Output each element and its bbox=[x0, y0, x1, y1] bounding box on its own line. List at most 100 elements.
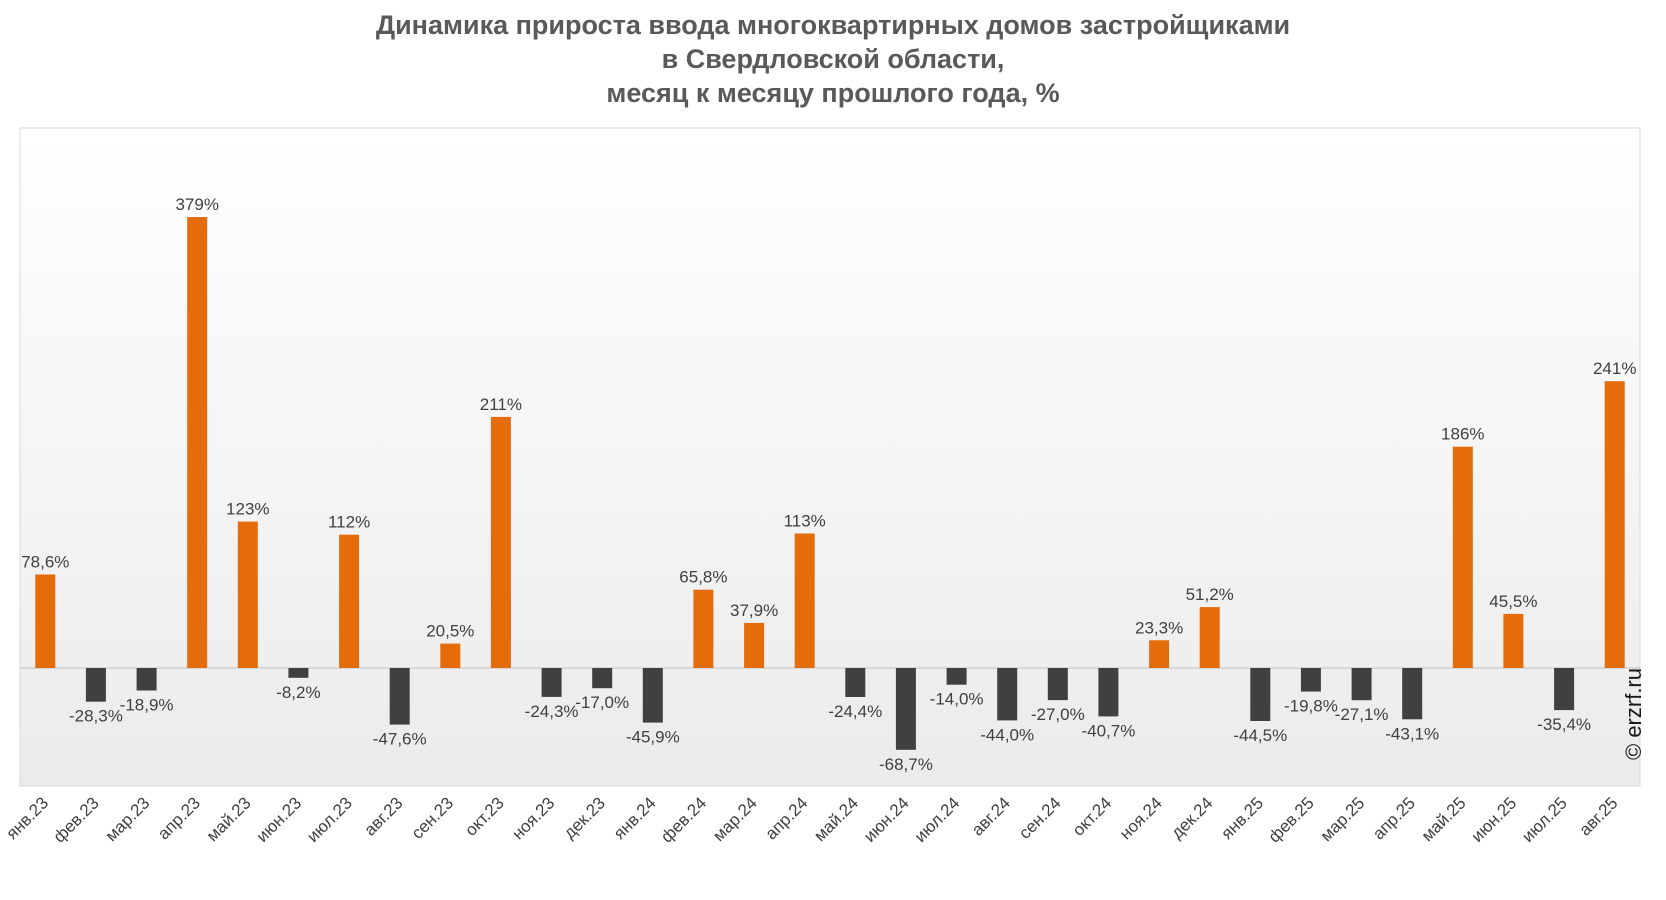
category-label-сен.24: сен.24 bbox=[1015, 793, 1064, 842]
category-label-дек.24: дек.24 bbox=[1167, 793, 1216, 842]
category-label-янв.23: янв.23 bbox=[2, 793, 52, 843]
category-label-фев.23: фев.23 bbox=[50, 793, 103, 846]
value-label-июн.24: -68,7% bbox=[879, 755, 933, 774]
value-label-янв.25: -44,5% bbox=[1233, 726, 1287, 745]
copyright-text: © erzrf.ru bbox=[1621, 668, 1646, 760]
category-label-июл.25: июл.25 bbox=[1518, 793, 1571, 846]
category-label-ноя.23: ноя.23 bbox=[508, 793, 558, 843]
category-label-мар.23: мар.23 bbox=[102, 793, 154, 845]
category-label-май.23: май.23 bbox=[203, 793, 255, 845]
chart-title-line-1: Динамика прироста ввода многоквартирных … bbox=[375, 10, 1291, 40]
category-label-янв.25: янв.25 bbox=[1217, 793, 1267, 843]
bar-фев.24 bbox=[693, 589, 714, 668]
value-labels-group: 78,6% -28,3%-18,9% 379% 123% -8,2% 112% -47,6%… bbox=[21, 195, 1636, 774]
category-label-фев.25: фев.25 bbox=[1265, 793, 1318, 846]
bar-авг.23 bbox=[389, 668, 410, 725]
category-label-мар.24: мар.24 bbox=[709, 793, 761, 845]
value-label-апр.25: -43,1% bbox=[1385, 724, 1439, 743]
bar-май.24 bbox=[845, 668, 866, 697]
bar-мар.23 bbox=[136, 668, 157, 691]
bar-дек.24 bbox=[1199, 607, 1220, 668]
category-label-июн.25: июн.25 bbox=[1468, 793, 1521, 846]
bar-дек.23 bbox=[592, 668, 613, 689]
category-label-июл.23: июл.23 bbox=[303, 793, 356, 846]
bar-авг.24 bbox=[997, 668, 1018, 721]
bar-ноя.23 bbox=[541, 668, 562, 697]
bar-chart: 78,6% -28,3%-18,9% 379% 123% -8,2% 112% -47,6%… bbox=[2, 127, 1641, 847]
bar-янв.25 bbox=[1250, 668, 1271, 721]
value-label-июл.25: -35,4% bbox=[1537, 715, 1591, 734]
bar-июн.24 bbox=[895, 668, 916, 750]
category-label-авг.23: авг.23 bbox=[360, 793, 406, 839]
chart-title-line-3: месяц к месяцу прошлого года, % bbox=[606, 78, 1060, 108]
bar-мар.25 bbox=[1351, 668, 1372, 701]
value-label-сен.24: -27,0% bbox=[1031, 705, 1085, 724]
bar-фев.25 bbox=[1300, 668, 1321, 692]
value-label-май.23: 123% bbox=[226, 500, 269, 519]
bar-май.25 bbox=[1452, 446, 1473, 668]
value-label-июл.23: 112% bbox=[328, 513, 370, 532]
plot-area bbox=[19, 127, 1641, 787]
value-label-июн.23: -8,2% bbox=[276, 683, 320, 702]
bar-сен.23 bbox=[440, 643, 461, 668]
chart-title-line-2: в Свердловской области, bbox=[661, 44, 1005, 74]
value-label-фев.25: -19,8% bbox=[1284, 697, 1338, 716]
bar-июн.25 bbox=[1503, 613, 1524, 668]
value-label-сен.23: 20,5% bbox=[426, 622, 474, 641]
value-label-окт.23: 211% bbox=[480, 395, 522, 414]
category-label-апр.25: апр.25 bbox=[1369, 793, 1419, 843]
value-label-фев.24: 65,8% bbox=[679, 568, 727, 587]
bar-окт.23 bbox=[490, 416, 511, 668]
category-label-ноя.24: ноя.24 bbox=[1116, 793, 1166, 843]
bar-ноя.24 bbox=[1149, 640, 1170, 668]
value-label-мар.23: -18,9% bbox=[120, 696, 174, 715]
bar-апр.24 bbox=[794, 533, 815, 668]
bar-июл.25 bbox=[1554, 668, 1575, 711]
category-label-мар.25: мар.25 bbox=[1317, 793, 1369, 845]
bar-май.23 bbox=[237, 521, 258, 668]
category-label-окт.24: окт.24 bbox=[1069, 793, 1115, 839]
bar-июн.23 bbox=[288, 668, 309, 678]
value-label-окт.24: -40,7% bbox=[1081, 721, 1135, 740]
bar-апр.25 bbox=[1402, 668, 1423, 720]
category-label-май.24: май.24 bbox=[810, 793, 862, 845]
category-label-июн.23: июн.23 bbox=[253, 793, 306, 846]
bar-янв.24 bbox=[642, 668, 663, 723]
category-label-дек.23: дек.23 bbox=[560, 793, 609, 842]
bars-group bbox=[35, 217, 1625, 750]
category-label-авг.25: авг.25 bbox=[1575, 793, 1621, 839]
bar-фев.23 bbox=[85, 668, 106, 702]
copyright-credit: © erzrf.ru bbox=[1621, 668, 1646, 900]
value-label-дек.24: 51,2% bbox=[1186, 585, 1234, 604]
value-label-фев.23: -28,3% bbox=[69, 707, 123, 726]
category-label-апр.24: апр.24 bbox=[762, 793, 812, 843]
bar-окт.24 bbox=[1098, 668, 1119, 717]
value-label-янв.23: 78,6% bbox=[21, 553, 69, 572]
value-label-дек.23: -17,0% bbox=[575, 693, 629, 712]
value-label-ноя.23: -24,3% bbox=[525, 702, 579, 721]
bar-июл.24 bbox=[946, 668, 967, 685]
bar-сен.24 bbox=[1047, 668, 1068, 701]
category-label-окт.23: окт.23 bbox=[461, 793, 507, 839]
value-label-апр.24: 113% bbox=[784, 512, 826, 531]
bar-июл.23 bbox=[339, 534, 360, 668]
category-label-фев.24: фев.24 bbox=[657, 793, 710, 846]
value-label-авг.23: -47,6% bbox=[373, 730, 427, 749]
category-label-янв.24: янв.24 bbox=[610, 793, 660, 843]
value-label-май.24: -24,4% bbox=[828, 702, 882, 721]
category-label-апр.23: апр.23 bbox=[154, 793, 204, 843]
value-label-мар.24: 37,9% bbox=[730, 601, 778, 620]
bar-авг.25 bbox=[1604, 381, 1625, 668]
value-label-июл.24: -14,0% bbox=[930, 690, 984, 709]
bar-мар.24 bbox=[744, 622, 765, 668]
value-label-авг.25: 241% bbox=[1593, 359, 1636, 378]
value-label-янв.24: -45,9% bbox=[626, 728, 680, 747]
value-label-авг.24: -44,0% bbox=[980, 725, 1034, 744]
value-label-ноя.24: 23,3% bbox=[1135, 618, 1183, 637]
value-label-май.25: 186% bbox=[1441, 425, 1484, 444]
category-label-авг.24: авг.24 bbox=[968, 793, 1014, 839]
category-label-июн.24: июн.24 bbox=[860, 793, 913, 846]
chart-title: Динамика прироста ввода многоквартирных … bbox=[0, 8, 1666, 110]
value-label-апр.23: 379% bbox=[175, 195, 218, 214]
